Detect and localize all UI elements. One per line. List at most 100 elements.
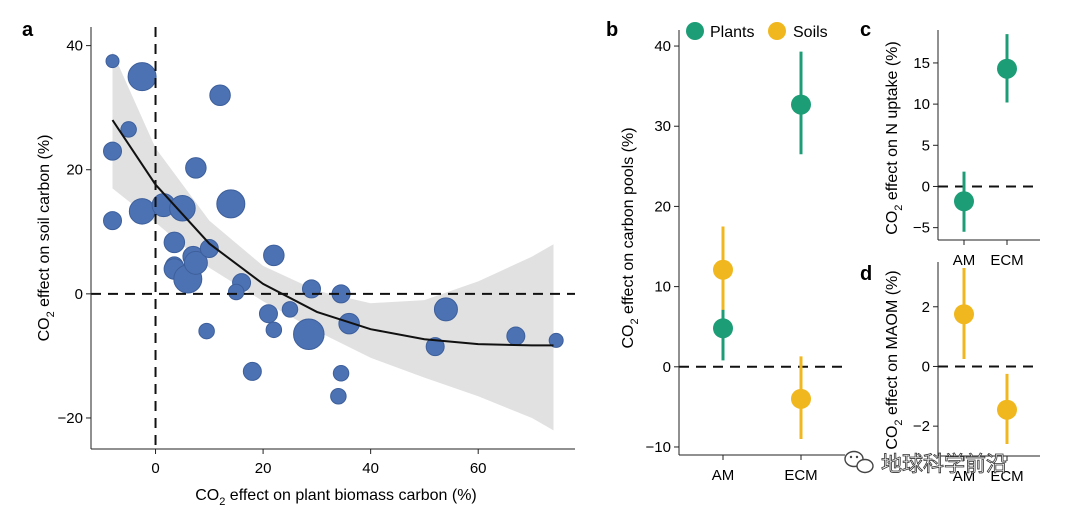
scatter-point-15 [199, 239, 219, 259]
y-axis-label: CO2 effect on N uptake (%) [884, 41, 905, 234]
scatter-point-34 [425, 337, 445, 357]
scatter-point-3 [120, 121, 137, 138]
scatter-point-21 [263, 244, 285, 267]
scatter-point-24 [258, 304, 278, 324]
y-tick-label: 20 [654, 198, 671, 215]
scatter-point-31 [332, 365, 350, 382]
point-plants-am [954, 191, 974, 212]
point-soils-ecm [997, 399, 1017, 420]
panel-letter-c: c [860, 19, 871, 41]
y-tick-label: −2 [913, 418, 930, 435]
scatter-point-16 [185, 157, 207, 179]
scatter-point-32 [330, 388, 347, 405]
y-tick-label: 0 [663, 359, 671, 376]
y-tick-label: −5 [913, 220, 930, 237]
legend: Plants Soils [686, 22, 828, 41]
y-tick-label: 15 [913, 55, 930, 72]
y-ticks: −10 0 10 20 30 40 [646, 38, 679, 456]
scatter-point-17 [209, 84, 231, 107]
scatter-point-9 [163, 231, 186, 254]
x-tick-label: 0 [151, 460, 159, 477]
scatter-point-1 [105, 54, 120, 69]
panel-letter-b: b [606, 19, 618, 41]
y-ticks: −2 0 2 [913, 299, 938, 435]
category-label: AM [953, 468, 976, 485]
scatter-point-28 [242, 361, 262, 381]
panel-letter-a: a [22, 19, 34, 41]
point-soils-am [713, 259, 733, 280]
scatter-point-27 [198, 322, 215, 340]
scatter-point-2 [127, 62, 157, 92]
x-axis-label: CO2 effect on plant biomass carbon (%) [195, 487, 477, 508]
panel-a: a 0 20 40 60 −20 0 20 40 CO2 effect on plant b… [22, 19, 575, 508]
scatter-point-5 [103, 211, 123, 231]
y-tick-label: 0 [922, 178, 930, 195]
point-ranges [954, 34, 1017, 232]
y-tick-label: 10 [654, 279, 671, 296]
legend-label-plants: Plants [710, 24, 754, 41]
wechat-icon [844, 450, 874, 474]
x-ticks: AM ECM [712, 455, 818, 484]
y-tick-label: 0 [75, 286, 83, 303]
y-ticks: −5 0 5 10 15 [913, 55, 938, 237]
watermark-text: 地球科学前沿 [881, 453, 1007, 476]
category-label: AM [953, 252, 976, 269]
scatter-point-33 [433, 297, 458, 322]
legend-marker-plants [686, 22, 704, 40]
y-tick-label: 40 [66, 38, 83, 55]
scatter-point-25 [265, 321, 283, 339]
y-tick-label: 40 [654, 38, 671, 55]
legend-label-soils: Soils [793, 24, 828, 41]
y-tick-label: 30 [654, 118, 671, 135]
scatter-point-14 [183, 250, 208, 275]
watermark: 地球科学前沿 [844, 450, 1007, 476]
scatter-point-35 [506, 326, 526, 346]
y-tick-label: 0 [922, 358, 930, 375]
y-tick-label: 10 [913, 96, 930, 113]
x-ticks: AM ECM [953, 456, 1024, 485]
x-tick-label: 20 [255, 460, 272, 477]
point-plants-ecm [791, 94, 811, 115]
scatter-point-4 [103, 141, 123, 161]
point-plants-ecm [997, 58, 1017, 79]
y-axis-label: CO2 effect on MAOM (%) [884, 270, 905, 449]
point-soils-ecm [791, 388, 811, 409]
scatter-point-18 [216, 189, 246, 219]
panel-b: b AM ECM −10 0 10 20 30 40 CO2 effect on carbo… [606, 19, 845, 484]
y-axis-label: CO2 effect on soil carbon (%) [36, 135, 57, 342]
scatter-point-26 [293, 318, 325, 350]
scatter-point-20 [227, 283, 245, 301]
y-tick-label: −20 [58, 410, 83, 427]
scatter-point-23 [301, 279, 321, 299]
point-plants-am [713, 318, 733, 339]
point-ranges [954, 267, 1017, 445]
scatter-point-30 [338, 312, 360, 335]
scatter-points [103, 54, 564, 405]
y-tick-label: 20 [66, 162, 83, 179]
point-soils-am [954, 304, 974, 325]
y-ticks: −20 0 20 40 [58, 38, 91, 427]
y-tick-label: 2 [922, 299, 930, 316]
point-ranges [713, 51, 811, 439]
y-tick-label: −10 [646, 439, 671, 456]
scatter-point-6 [128, 198, 156, 225]
confidence-ribbon [112, 51, 554, 431]
y-tick-label: 5 [922, 137, 930, 154]
scatter-point-8 [169, 194, 196, 222]
fit-curve [111, 119, 554, 347]
legend-marker-soils [768, 22, 786, 40]
x-tick-label: 60 [470, 460, 487, 477]
y-axis-label: CO2 effect on carbon pools (%) [620, 127, 641, 348]
panel-d: d AM ECM −2 0 2 CO2 effect on MAOM (%) [860, 262, 1040, 485]
category-label: AM [712, 467, 735, 484]
panel-letter-d: d [860, 263, 872, 285]
x-tick-label: 40 [362, 460, 379, 477]
x-ticks: 0 20 40 60 [151, 449, 487, 477]
category-label: ECM [990, 252, 1023, 269]
category-label: ECM [990, 468, 1023, 485]
scatter-point-22 [281, 301, 299, 318]
panel-c: c AM ECM −5 0 5 10 15 CO2 effect on N uptake … [860, 19, 1040, 269]
x-ticks: AM ECM [953, 240, 1024, 269]
scatter-point-36 [548, 332, 564, 348]
